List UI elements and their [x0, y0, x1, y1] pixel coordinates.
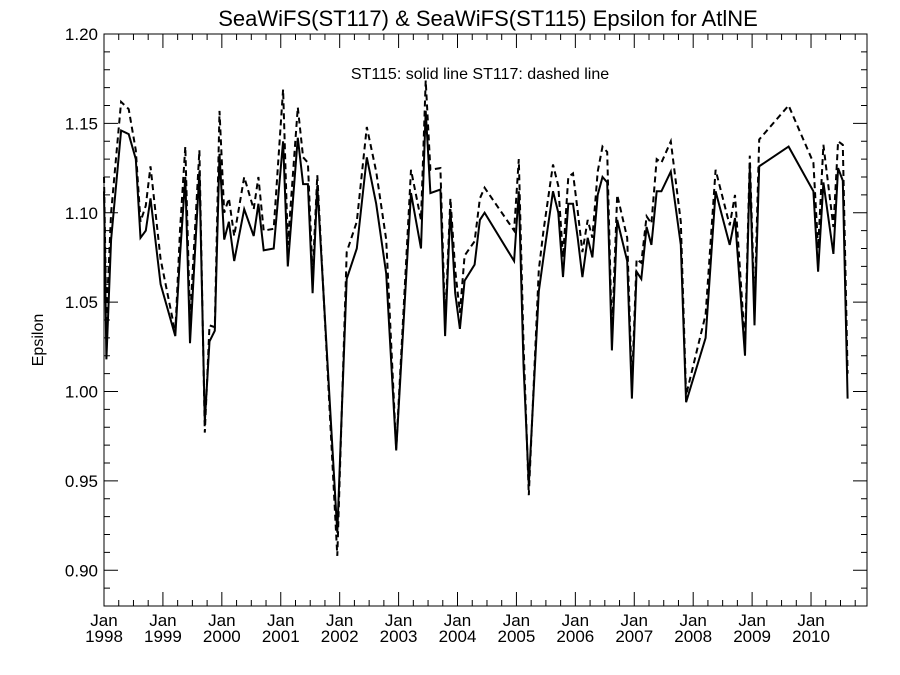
x-tick-year-label: 2005	[498, 627, 536, 646]
x-tick-month-label: Jan	[90, 611, 117, 630]
x-tick-year-label: 2000	[203, 627, 241, 646]
x-tick-month-label: Jan	[562, 611, 589, 630]
x-tick-month-label: Jan	[738, 611, 765, 630]
x-tick-year-label: 1999	[144, 627, 182, 646]
y-tick-label: 1.10	[65, 204, 98, 223]
x-axis: Jan1998Jan1999Jan2000Jan2001Jan2002Jan20…	[85, 34, 856, 646]
x-tick-year-label: 2010	[792, 627, 830, 646]
x-tick-month-label: Jan	[679, 611, 706, 630]
x-tick-month-label: Jan	[621, 611, 648, 630]
x-tick-year-label: 2003	[380, 627, 418, 646]
x-tick-month-label: Jan	[149, 611, 176, 630]
x-tick-year-label: 1998	[85, 627, 123, 646]
y-axis-label: Epsilon	[30, 314, 47, 366]
x-tick-month-label: Jan	[797, 611, 824, 630]
y-tick-label: 1.00	[65, 383, 98, 402]
y-tick-label: 1.05	[65, 293, 98, 312]
x-tick-month-label: Jan	[385, 611, 412, 630]
line-style-legend: ST115: solid line ST117: dashed line	[351, 66, 609, 83]
y-tick-label: 0.95	[65, 472, 98, 491]
x-tick-year-label: 2004	[439, 627, 477, 646]
x-tick-year-label: 2002	[321, 627, 359, 646]
x-tick-month-label: Jan	[503, 611, 530, 630]
x-tick-year-label: 2001	[262, 627, 300, 646]
chart-title: SeaWiFS(ST117) & SeaWiFS(ST115) Epsilon …	[218, 6, 758, 31]
x-tick-month-label: Jan	[326, 611, 353, 630]
series-line-st115-solid	[103, 110, 849, 533]
x-tick-month-label: Jan	[208, 611, 235, 630]
x-tick-year-label: 2008	[674, 627, 712, 646]
x-tick-month-label: Jan	[267, 611, 294, 630]
y-tick-label: 0.90	[65, 561, 98, 580]
x-tick-year-label: 2006	[556, 627, 594, 646]
series-line-st117-dashed	[103, 80, 849, 556]
y-tick-label: 1.15	[65, 114, 98, 133]
y-tick-label: 1.20	[65, 25, 98, 44]
x-tick-month-label: Jan	[444, 611, 471, 630]
x-tick-year-label: 2007	[615, 627, 653, 646]
series-layer	[103, 80, 849, 556]
x-tick-year-label: 2009	[733, 627, 771, 646]
